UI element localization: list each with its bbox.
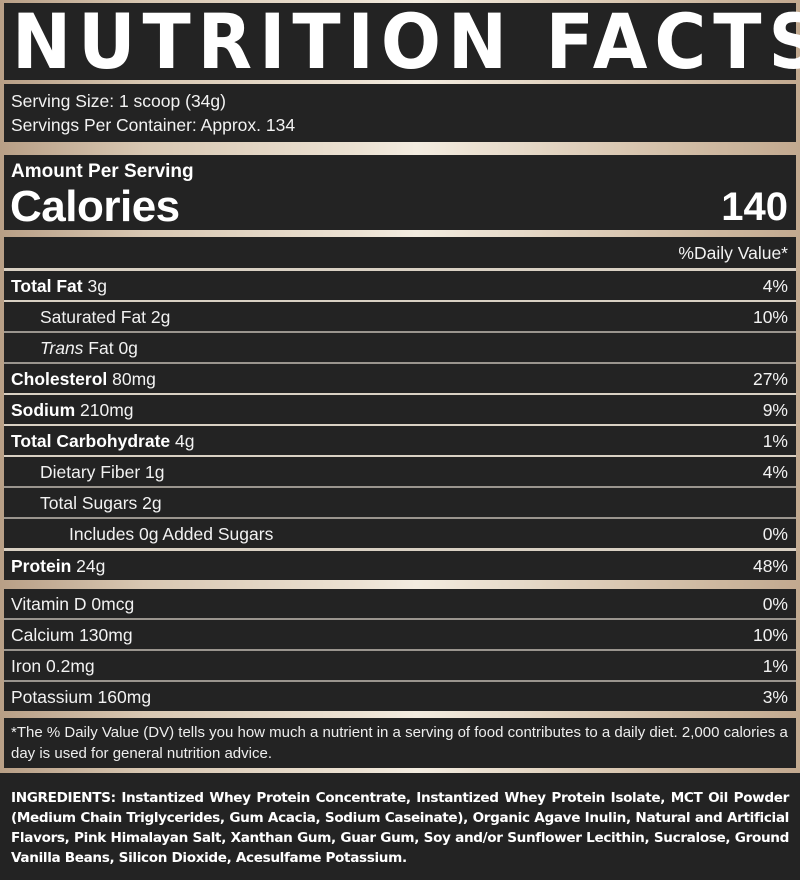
nutrient-amount: 2g (137, 493, 162, 513)
nutrient-name: Cholesterol (11, 369, 108, 389)
nutrient-dv: 9% (762, 400, 788, 420)
divider (4, 331, 796, 333)
nutrient-dv: 0% (762, 524, 788, 544)
vitamin-row-potassium: Potassium 160mg 3% (4, 682, 796, 711)
vitamin-row-calcium: Calcium 130mg 10% (4, 620, 796, 649)
daily-value-header: %Daily Value* (678, 243, 788, 263)
nutrient-name: Total Fat (11, 276, 83, 296)
nutrient-dv: 4% (762, 276, 788, 296)
amount-per-serving-label: Amount Per Serving (11, 161, 194, 182)
nutrient-amount: 4g (170, 431, 195, 451)
nutrient-name: Protein (11, 556, 72, 576)
calories-value: 140 (721, 185, 788, 229)
divider (4, 455, 796, 458)
divider (4, 517, 796, 519)
nutrient-dv: 27% (752, 369, 788, 389)
vitamin-dv: 1% (762, 656, 788, 676)
nutrient-name: Dietary Fiber (40, 462, 141, 482)
divider (4, 649, 796, 651)
vitamin-dv: 10% (752, 625, 788, 645)
nutrient-row-added-sugars: Includes 0g Added Sugars 0% (4, 519, 796, 548)
nutrient-name: Total Carbohydrate (11, 431, 171, 451)
nutrient-amount: 24g (71, 556, 106, 576)
nutrient-row-total-sugars: Total Sugars 2g (4, 488, 796, 517)
nutrient-amount: 3g (82, 276, 107, 296)
nutrient-row-saturated-fat: Saturated Fat 2g 10% (4, 302, 796, 331)
nutrient-dv: 4% (762, 462, 788, 482)
nutrient-row-trans-fat: Trans Fat 0g (4, 333, 796, 362)
vitamin-dv: 0% (762, 594, 788, 614)
divider (4, 300, 796, 303)
nutrient-amount: 210mg (75, 400, 134, 420)
divider (4, 680, 796, 682)
nutrient-dv: 48% (752, 556, 788, 576)
nutrient-name: Includes 0g Added Sugars (69, 524, 274, 544)
nutrient-name: Total Sugars (40, 493, 138, 513)
vitamin-name: Potassium 160mg (11, 687, 152, 707)
nutrient-dv: 10% (752, 307, 788, 327)
nutrient-row-total-fat: Total Fat 3g 4% (4, 271, 796, 300)
title-panel: NUTRITION FACTS (4, 0, 800, 84)
nutrient-name: Sodium (11, 400, 76, 420)
vitamin-name: Iron 0.2mg (11, 656, 95, 676)
divider (4, 486, 796, 488)
nutrient-dv: 1% (762, 431, 788, 451)
divider (4, 618, 796, 620)
divider (4, 548, 796, 551)
daily-value-header-row: %Daily Value* (4, 237, 796, 268)
daily-value-footnote: *The % Daily Value (DV) tells you how mu… (11, 724, 788, 762)
vitamin-row-vitamin-d: Vitamin D 0mcg 0% (4, 589, 796, 618)
nutrient-row-protein: Protein 24g 48% (4, 551, 796, 580)
calories-panel: Amount Per Serving Calories 140 (4, 155, 796, 231)
ingredients-panel: INGREDIENTS: Instantized Whey Protein Co… (0, 773, 800, 880)
nutrient-row-total-carbohydrate: Total Carbohydrate 4g 1% (4, 426, 796, 455)
vitamin-dv: 3% (762, 687, 788, 707)
nutrient-amount: 80mg (107, 369, 156, 389)
footnote-panel: *The % Daily Value (DV) tells you how mu… (4, 718, 796, 768)
nutrient-row-dietary-fiber: Dietary Fiber 1g 4% (4, 457, 796, 486)
nutrient-amount: Fat 0g (83, 338, 138, 358)
vitamin-name: Vitamin D 0mcg (11, 594, 135, 614)
vitamin-row-iron: Iron 0.2mg 1% (4, 651, 796, 680)
calories-label: Calories (10, 182, 180, 231)
vitamin-name: Calcium 130mg (11, 625, 133, 645)
divider (4, 268, 796, 271)
divider (4, 362, 796, 364)
nutrient-name: Trans (40, 338, 84, 358)
servings-per-container: Servings Per Container: Approx. 134 (11, 115, 296, 135)
nutrient-name: Saturated Fat (40, 307, 147, 327)
nutrient-amount: 2g (146, 307, 171, 327)
nutrient-row-cholesterol: Cholesterol 80mg 27% (4, 364, 796, 393)
serving-panel: Serving Size: 1 scoop (34g) Servings Per… (4, 84, 796, 142)
divider (4, 424, 796, 427)
label-title: NUTRITION FACTS (12, 0, 800, 86)
ingredients-text: INGREDIENTS: Instantized Whey Protein Co… (11, 790, 789, 866)
serving-size: Serving Size: 1 scoop (34g) (11, 91, 226, 111)
nutrient-row-sodium: Sodium 210mg 9% (4, 395, 796, 424)
nutrient-amount: 1g (140, 462, 165, 482)
divider (4, 393, 796, 396)
